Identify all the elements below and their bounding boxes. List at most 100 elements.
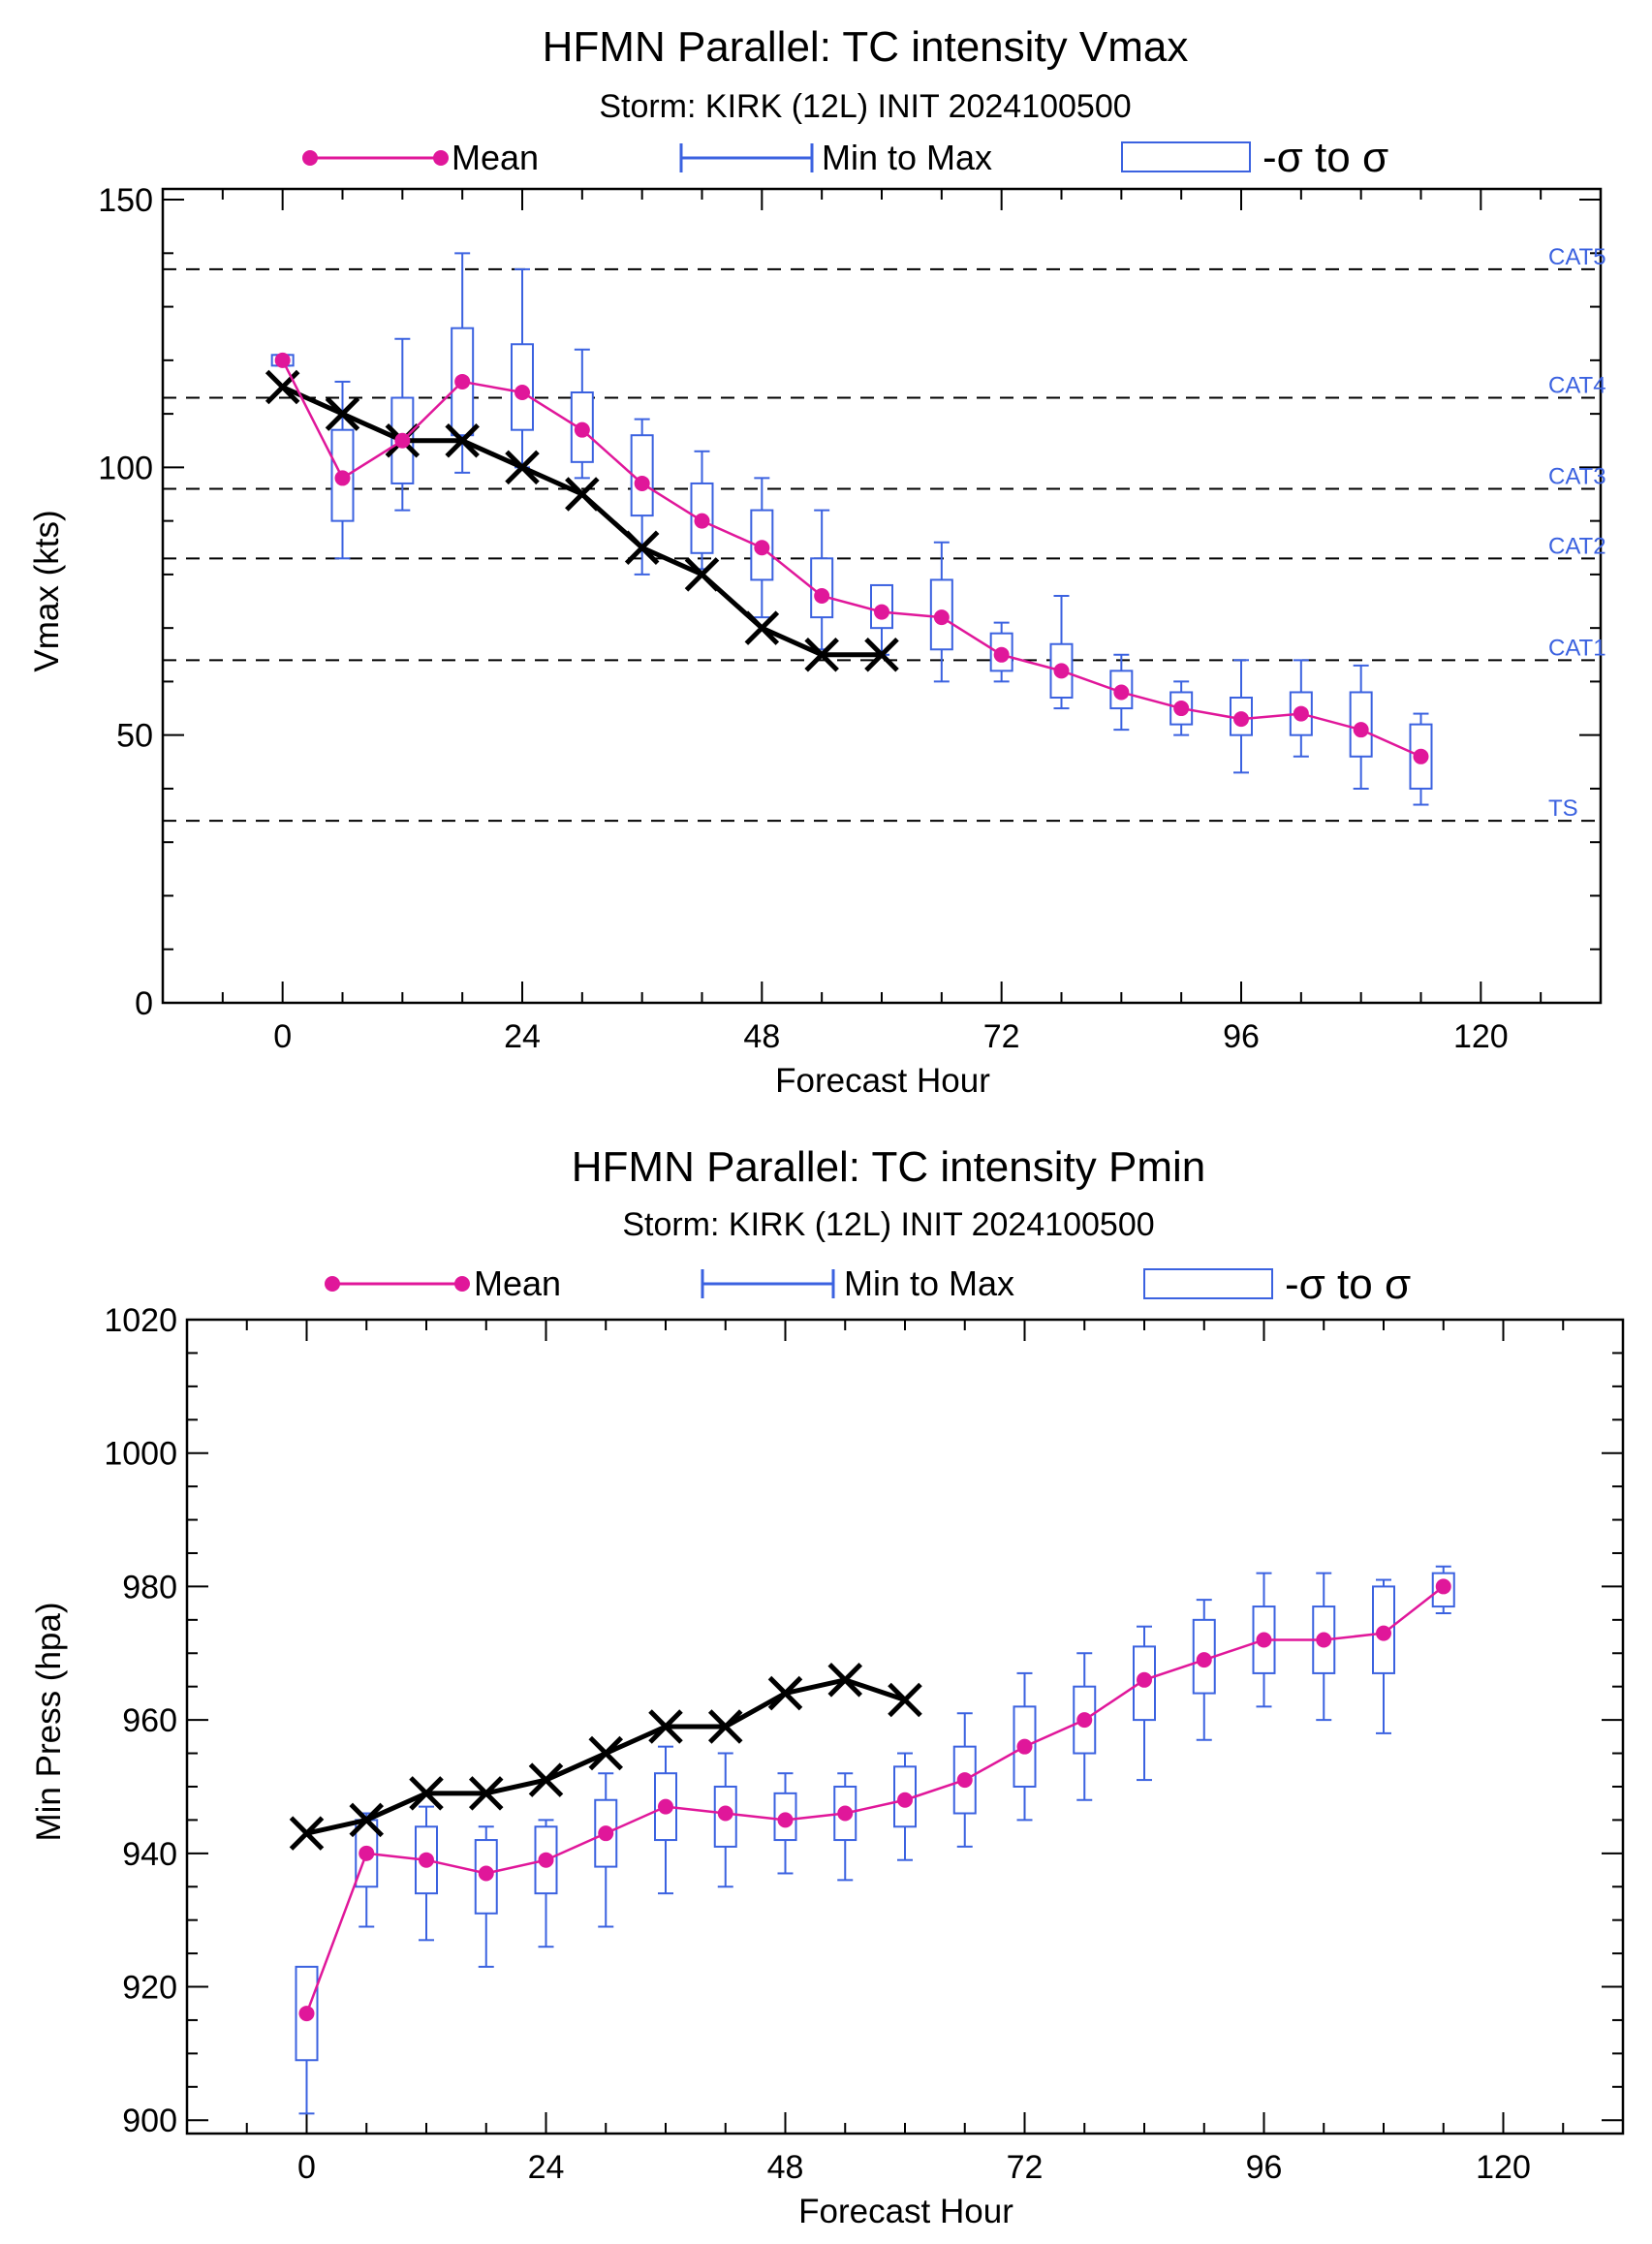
mean-point — [419, 1852, 434, 1868]
mean-point — [837, 1805, 854, 1822]
y-tick-label: 1000 — [104, 1436, 177, 1473]
mean-point — [777, 1812, 794, 1828]
category-label: CAT1 — [1548, 635, 1606, 661]
plot-frame — [185, 1318, 1625, 2135]
mean-point — [1076, 1712, 1093, 1729]
legend-minmax-label: Min to Max — [844, 1263, 1014, 1303]
legend-mean-marker — [325, 1276, 340, 1292]
observed-marker — [684, 557, 720, 592]
observed-marker — [409, 1776, 444, 1811]
mean-point — [717, 1805, 733, 1822]
y-tick-label: 980 — [122, 1569, 177, 1605]
observed-marker — [505, 450, 540, 485]
mean-point — [694, 513, 710, 529]
mean-point — [897, 1792, 913, 1808]
observed-marker — [588, 1735, 624, 1771]
plot-area: 0 24 48 72 96 120 900 920 940 960 980 1000 1020 — [104, 1302, 1625, 2186]
observed-marker — [325, 396, 360, 431]
y-tick-label: 940 — [122, 1836, 177, 1873]
mean-point — [933, 609, 950, 626]
observed-marker — [528, 1762, 564, 1797]
y-tick-label: 960 — [122, 1702, 177, 1739]
x-tick-label: 72 — [983, 1018, 1020, 1055]
chart-title: HFMN Parallel: TC intensity Vmax — [543, 23, 1189, 71]
chart-subtitle: Storm: KIRK (12L) INIT 2024100500 — [622, 1206, 1154, 1243]
observed-marker — [804, 638, 839, 672]
mean-point — [956, 1772, 973, 1789]
mean-point — [514, 385, 530, 400]
mean-point — [1376, 1625, 1391, 1641]
mean-point — [993, 646, 1010, 663]
y-tick-label: 0 — [135, 985, 153, 1022]
vmax-chart: HFMN Parallel: TC intensity Vmax Storm: … — [28, 23, 1606, 1100]
observed-marker — [624, 530, 660, 566]
mean-point — [1293, 705, 1309, 722]
mean-point — [754, 540, 770, 556]
mean-point — [334, 470, 351, 486]
y-tick-label: 900 — [122, 2103, 177, 2139]
mean-point — [1016, 1738, 1033, 1755]
plot-area: 0 24 48 72 96 120 0 50 100 150 CAT5 CAT4 CAT3 CAT2 CAT… — [98, 182, 1605, 1055]
legend-mean-marker — [433, 150, 449, 166]
mean-point — [874, 604, 889, 620]
x-tick-label: 48 — [767, 2149, 804, 2186]
mean-point — [1353, 722, 1369, 738]
mean-point — [394, 432, 411, 449]
mean-line — [281, 359, 1422, 758]
legend-mean-label: Mean — [474, 1263, 561, 1303]
x-tick-label: 120 — [1476, 2149, 1531, 2186]
legend-sigma-label: -σ to σ — [1262, 134, 1388, 181]
mean-point — [538, 1852, 554, 1868]
mean-point — [1137, 1671, 1152, 1688]
legend: Mean Min to Max -σ to σ — [302, 134, 1388, 181]
y-tick-label: 50 — [116, 718, 153, 755]
legend: Mean Min to Max -σ to σ — [325, 1261, 1411, 1308]
mean-point — [658, 1798, 673, 1815]
mean-point — [1316, 1632, 1332, 1648]
legend-mean-label: Mean — [452, 138, 539, 177]
mean-point — [298, 2006, 315, 2022]
x-tick-label: 24 — [528, 2149, 565, 2186]
category-label: CAT3 — [1548, 463, 1606, 489]
mean-point — [598, 1825, 614, 1842]
observed-marker — [707, 1709, 743, 1744]
observed-marker — [565, 477, 600, 512]
mean-point — [1053, 663, 1070, 679]
observed-marker — [827, 1663, 863, 1698]
observed-marker — [468, 1776, 504, 1811]
mean-point — [478, 1865, 494, 1882]
observed-marker — [648, 1709, 683, 1744]
x-tick-label: 48 — [743, 1018, 780, 1055]
mean-point — [1435, 1578, 1451, 1595]
legend-mean-marker — [302, 150, 318, 166]
observed-marker — [445, 422, 480, 458]
y-axis-label: Vmax (kts) — [28, 510, 66, 671]
y-tick-label: 920 — [122, 1970, 177, 2007]
mean-point — [634, 475, 650, 491]
chart-subtitle: Storm: KIRK (12L) INIT 2024100500 — [599, 88, 1131, 125]
mean-point — [1173, 701, 1190, 717]
observed-marker — [888, 1682, 922, 1718]
mean-point — [358, 1845, 375, 1861]
y-tick-label: 150 — [98, 182, 153, 219]
x-axis-label: Forecast Hour — [775, 1062, 990, 1100]
mean-point — [1256, 1632, 1272, 1648]
mean-point — [814, 588, 830, 604]
mean-point — [1113, 684, 1130, 701]
observed-marker — [289, 1816, 325, 1851]
mean-point — [1196, 1652, 1212, 1668]
observed-marker — [349, 1802, 385, 1838]
x-tick-label: 120 — [1453, 1018, 1509, 1055]
legend-sigma-box — [1121, 141, 1251, 172]
legend-sigma-box — [1143, 1268, 1273, 1299]
mean-point — [274, 352, 291, 368]
y-axis-label: Min Press (hpa) — [30, 1602, 68, 1841]
x-tick-label: 96 — [1223, 1018, 1260, 1055]
mean-point — [454, 373, 471, 390]
observed-marker — [864, 638, 899, 672]
x-tick-label: 0 — [273, 1018, 292, 1055]
mean-point — [1233, 711, 1249, 728]
observed-marker — [265, 369, 300, 405]
mean-line — [305, 1585, 1445, 2014]
x-tick-label: 24 — [504, 1018, 541, 1055]
